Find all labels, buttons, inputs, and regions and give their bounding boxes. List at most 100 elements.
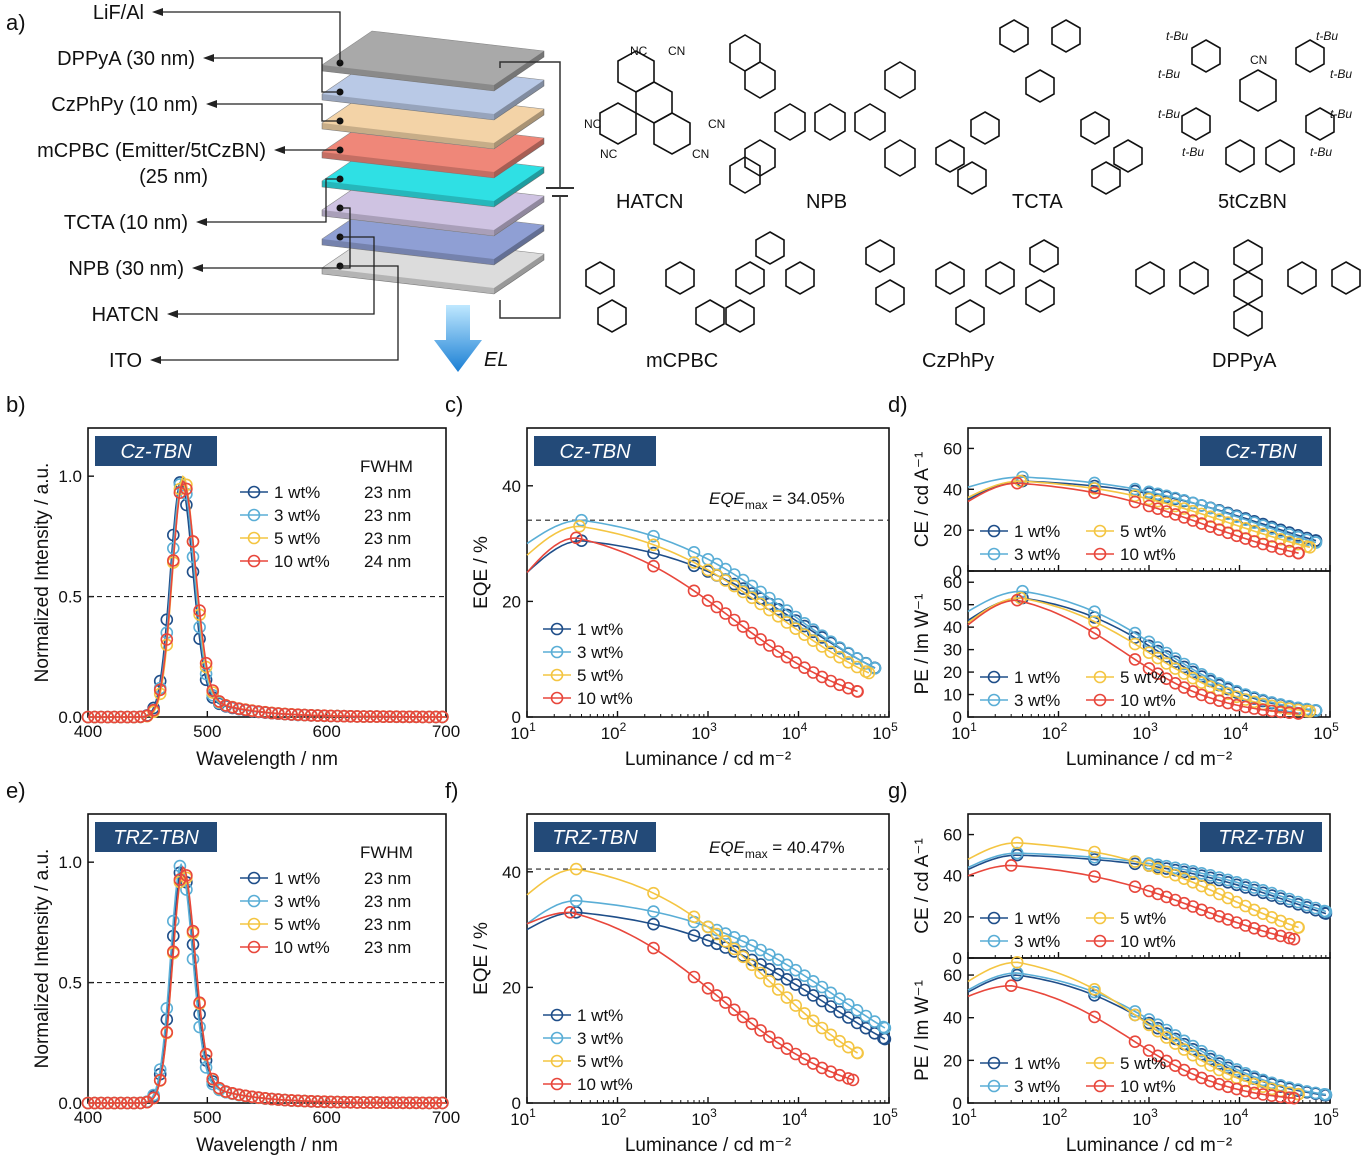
data-point-e-3-4 [108, 1096, 121, 1110]
data-point-e-3-3 [101, 1096, 114, 1110]
hatcn-atom-nc: NC [630, 44, 648, 58]
y-tick-label-d2-6: 60 [943, 573, 962, 592]
y-tick-label-d1-2: 40 [943, 480, 962, 499]
data-point-b-3-0 [81, 710, 95, 724]
data-point-d2-3-12 [1221, 696, 1235, 710]
data-point-e-1-12 [160, 1001, 174, 1015]
data-point-d1-1-12 [1221, 507, 1235, 521]
legend-label-g2-0: 1 wt% [1014, 1054, 1060, 1073]
data-point-b-3-18 [199, 656, 213, 670]
x-tick-label-f-4: 104 [782, 1106, 808, 1129]
data-point-f-1-0 [569, 894, 583, 908]
data-point-e-3-41 [350, 1096, 364, 1109]
data-point-g2-2-5 [1160, 1031, 1173, 1044]
data-point-b-0-16 [186, 565, 200, 579]
data-point-e-3-50 [409, 1096, 423, 1110]
data-point-b-3-17 [193, 604, 206, 617]
data-point-e-1-18 [199, 1061, 213, 1074]
legend-label-b-3: 10 wt% [274, 552, 330, 571]
data-point-c-3-3 [701, 594, 715, 607]
data-point-f-0-15 [806, 989, 820, 1002]
fwhm-value-e-1: 23 nm [364, 892, 411, 911]
data-point-c-1-11 [771, 597, 785, 611]
data-point-b-3-15 [180, 482, 193, 496]
data-point-b-3-33 [298, 708, 311, 722]
5tczbn-tbu-6: t-Bu [1330, 107, 1352, 121]
data-point-e-3-1 [88, 1096, 101, 1110]
circuit-wire-bottom [499, 196, 561, 319]
data-point-d1-2-17 [1265, 530, 1279, 543]
panel-label-c: c) [445, 392, 463, 417]
fwhm-value-b-1: 23 nm [364, 506, 411, 525]
data-point-b-3-16 [186, 535, 200, 548]
data-point-f-1-15 [806, 974, 820, 988]
data-point-f-2-21 [851, 1046, 864, 1060]
5tczbn-tbu-1: t-Bu [1166, 29, 1188, 43]
x-tick-label-b-1: 500 [193, 722, 221, 741]
legend-marker-e-3 [247, 940, 261, 954]
data-point-d1-3-6 [1169, 508, 1182, 521]
5tczbn-tbu-5: t-Bu [1158, 107, 1180, 121]
data-point-g2-2-4 [1151, 1024, 1165, 1038]
x-tick-label-e-0: 400 [74, 1108, 102, 1127]
x-axis-label-b: Wavelength / nm [196, 749, 338, 770]
legend-marker-c-0 [550, 622, 564, 636]
data-point-c-3-12 [780, 650, 794, 664]
data-point-e-3-18 [199, 1047, 213, 1061]
data-point-d1-2-8 [1186, 504, 1200, 518]
x-tick-label-f-5: 105 [872, 1106, 898, 1129]
layer-connector-1 [213, 57, 340, 93]
data-point-e-3-21 [219, 1085, 233, 1098]
data-point-g1-1-18 [1274, 889, 1287, 903]
layer-connector-5 [202, 207, 351, 269]
legend-label-f-3: 10 wt% [577, 1075, 633, 1094]
data-point-f-2-18 [833, 1034, 846, 1048]
data-point-f-1-22 [868, 1015, 881, 1028]
y-axis-label-e: Normalized Intensity / a.u. [32, 849, 53, 1069]
data-point-d1-1-3 [1142, 485, 1156, 499]
data-point-c-3-5 [719, 607, 732, 620]
data-point-d1-3-1 [1088, 486, 1101, 500]
data-point-e-3-0 [81, 1096, 95, 1110]
layer-connector-6 [177, 236, 375, 315]
legend-marker-c-1 [550, 645, 564, 659]
x-axis-label-g2: Luminance / cd m⁻² [1066, 1135, 1232, 1156]
data-point-f-1-12 [780, 958, 794, 972]
legend-label-g2-1: 3 wt% [1014, 1077, 1060, 1096]
layer-side-5 [494, 196, 544, 236]
data-point-c-0-1 [647, 546, 660, 560]
molecule-name-5tczbn: 5tCzBN [1218, 191, 1287, 213]
data-point-g1-1-24 [1319, 905, 1333, 918]
data-point-g1-2-2 [1128, 855, 1142, 868]
data-point-f-2-13 [789, 999, 803, 1012]
data-point-f-3-1 [647, 941, 660, 955]
5tczbn-tbu-3: t-Bu [1158, 67, 1180, 81]
data-point-g1-1-9 [1195, 866, 1208, 880]
data-point-g1-2-21 [1292, 921, 1305, 934]
data-point-d1-3-14 [1239, 532, 1252, 545]
data-point-e-3-45 [376, 1096, 390, 1109]
eqe-max-annotation-f: EQEmax = 40.47% [709, 838, 845, 861]
data-point-d1-2-11 [1212, 513, 1226, 526]
chart-e: 0.0 0.5 1.0 400 500 600 700 Wavelength / nm Norm… [6, 778, 460, 1156]
legend-marker-g1-0 [987, 911, 1001, 925]
legend-label-d1-0: 1 wt% [1014, 522, 1060, 541]
data-point-f-2-6 [727, 942, 741, 956]
data-point-e-3-35 [311, 1095, 325, 1108]
data-point-f-2-14 [798, 1007, 811, 1020]
y-tick-label-b-1: 0.5 [58, 588, 82, 607]
data-point-g1-2-1 [1088, 845, 1101, 859]
data-point-b-3-19 [206, 684, 219, 697]
data-point-d1-1-9 [1195, 499, 1208, 512]
data-point-f-3-11 [771, 1036, 785, 1050]
data-point-d1-3-21 [1292, 546, 1305, 560]
x-tick-label-e-3: 700 [432, 1108, 460, 1127]
data-point-g1-3-5 [1160, 890, 1173, 904]
data-point-d1-3-8 [1186, 514, 1200, 527]
data-point-e-3-44 [370, 1096, 384, 1109]
data-point-g1-3-6 [1169, 893, 1182, 907]
data-point-g1-1-20 [1291, 895, 1305, 909]
data-point-e-3-30 [278, 1093, 292, 1107]
x-tick-label-f-1: 101 [510, 1106, 536, 1129]
data-point-d1-2-20 [1291, 537, 1305, 551]
